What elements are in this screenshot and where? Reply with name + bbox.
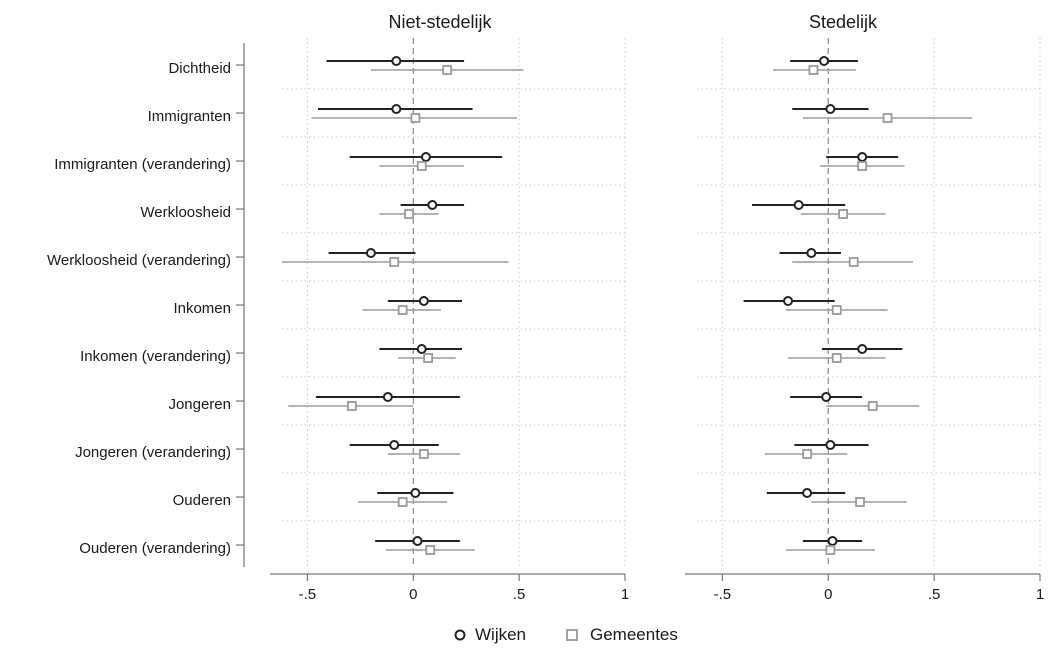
x-tick-label: -.5: [299, 586, 317, 603]
point-gemeentes: [848, 257, 859, 267]
point-wijken: [412, 536, 423, 546]
x-tick-label: .5: [928, 586, 941, 603]
point-wijken: [825, 440, 836, 450]
point-wijken: [806, 248, 817, 258]
point-wijken: [427, 200, 438, 210]
point-gemeentes: [410, 113, 421, 123]
point-wijken: [389, 440, 400, 450]
panel-title: Niet-stedelijk: [388, 12, 492, 32]
x-tick-label: 0: [409, 586, 417, 603]
y-tick-label: Dichtheid: [168, 60, 231, 77]
point-gemeentes: [825, 545, 836, 555]
point-gemeentes: [802, 449, 812, 459]
x-tick-label: 1: [621, 586, 629, 603]
x-tick-label: 1: [1036, 586, 1044, 603]
x-tick-label: .5: [513, 586, 526, 603]
panel: -.5 0 .5 1: [685, 38, 1044, 603]
point-wijken: [391, 56, 402, 66]
y-tick-label: Ouderen: [173, 492, 231, 509]
x-tick-label: -.5: [714, 586, 732, 603]
panel: -.5 0 .5 1: [270, 38, 629, 603]
y-tick-label: Werkloosheid (verandering): [47, 252, 231, 269]
y-tick-label: Inkomen (verandering): [80, 348, 231, 365]
x-tick-label: 0: [824, 586, 832, 603]
point-wijken: [821, 392, 832, 402]
point-gemeentes: [808, 65, 819, 75]
point-wijken: [365, 248, 376, 258]
point-wijken: [410, 488, 421, 498]
point-gemeentes: [857, 161, 868, 171]
point-wijken: [793, 200, 804, 210]
point-wijken: [827, 536, 838, 546]
y-tick-label: Jongeren (verandering): [75, 444, 231, 461]
point-gemeentes: [831, 305, 842, 315]
y-tick-label: Inkomen: [173, 300, 231, 317]
legend-marker-wijken: [454, 629, 466, 641]
point-gemeentes: [397, 497, 408, 507]
point-wijken: [857, 344, 868, 354]
y-tick-label: Werkloosheid: [140, 204, 231, 221]
point-gemeentes: [404, 209, 414, 219]
y-tick-label: Immigranten (verandering): [54, 156, 231, 173]
point-gemeentes: [416, 161, 427, 171]
point-gemeentes: [882, 113, 893, 123]
panel-title: Stedelijk: [809, 12, 878, 32]
point-gemeentes: [831, 353, 842, 363]
legend-label-gemeentes: Gemeentes: [590, 625, 678, 644]
y-tick-label: Immigranten: [148, 108, 231, 125]
point-wijken: [391, 104, 402, 114]
point-wijken: [420, 152, 431, 162]
y-tick-label: Ouderen (verandering): [79, 540, 231, 557]
point-gemeentes: [442, 65, 453, 75]
point-wijken: [802, 488, 813, 498]
point-wijken: [783, 296, 794, 306]
point-wijken: [825, 104, 836, 114]
legend-marker-gemeentes: [566, 629, 578, 641]
point-gemeentes: [418, 449, 429, 459]
point-wijken: [857, 152, 868, 162]
point-wijken: [416, 344, 427, 354]
point-gemeentes: [389, 257, 400, 267]
point-gemeentes: [346, 401, 357, 411]
point-wijken: [819, 56, 830, 66]
y-tick-label: Jongeren: [168, 396, 231, 413]
point-gemeentes: [423, 353, 433, 363]
point-gemeentes: [867, 401, 878, 411]
point-gemeentes: [397, 305, 408, 315]
point-gemeentes: [838, 209, 848, 219]
legend-label-wijken: Wijken: [475, 625, 526, 644]
point-wijken: [418, 296, 429, 306]
point-wijken: [382, 392, 393, 402]
point-gemeentes: [425, 545, 436, 555]
point-gemeentes: [855, 497, 865, 507]
